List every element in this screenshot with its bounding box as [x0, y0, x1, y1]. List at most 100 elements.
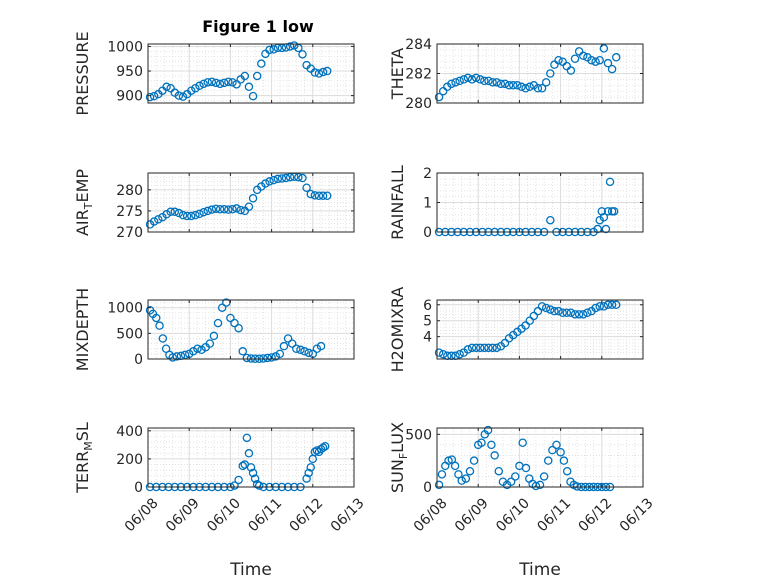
- data-point: [599, 44, 609, 53]
- y-tick-label: 950: [116, 64, 143, 80]
- data-point: [162, 210, 171, 219]
- data-point: [224, 77, 233, 87]
- data-point: [525, 82, 534, 92]
- y-tick-label: 500: [116, 326, 143, 342]
- data-point: [488, 78, 497, 87]
- ticks: 900 950 1000: [107, 39, 355, 105]
- data-point: [187, 211, 196, 221]
- data-point: [296, 345, 305, 355]
- plot-area: [148, 300, 354, 359]
- data-point: [246, 463, 256, 472]
- y-tick-label: 400: [116, 424, 143, 440]
- data-point: [242, 433, 252, 443]
- data-point: [611, 300, 621, 310]
- data-point: [242, 353, 252, 363]
- data-point: [318, 443, 328, 452]
- data-point: [480, 343, 489, 353]
- data-point: [513, 81, 522, 90]
- data-point: [318, 191, 328, 201]
- data-point: [603, 58, 613, 68]
- data-point: [546, 215, 555, 225]
- data-point: [521, 84, 530, 93]
- data-point: [476, 75, 485, 84]
- data-point: [447, 455, 457, 464]
- data-point: [533, 306, 543, 316]
- data-point: [170, 207, 180, 217]
- data-point: [222, 298, 231, 307]
- data-point: [230, 481, 239, 490]
- data-point: [205, 339, 215, 348]
- data-point: [454, 470, 463, 479]
- data-point: [257, 59, 266, 68]
- data-point: [467, 75, 477, 84]
- data-point: [451, 78, 460, 87]
- data-point: [570, 310, 580, 319]
- data-point: [605, 177, 615, 187]
- y-tick-label: 280: [405, 96, 432, 112]
- data-point: [483, 425, 493, 435]
- data-point: [263, 353, 272, 363]
- data-point: [597, 207, 607, 216]
- y-tick-label: 284: [405, 37, 432, 53]
- y-tick-label: 0: [134, 480, 143, 496]
- ticks: 0 500 1000: [107, 300, 355, 368]
- data-point: [244, 82, 254, 92]
- data-point: [518, 438, 527, 447]
- data-point: [533, 84, 543, 93]
- axes-box: [436, 299, 644, 360]
- data-point: [254, 481, 264, 490]
- data-point: [191, 84, 200, 93]
- data-point: [434, 480, 444, 490]
- data-point: [234, 475, 243, 485]
- data-point: [455, 349, 464, 359]
- data-point: [490, 451, 499, 460]
- data-point: [207, 205, 217, 214]
- y-tick-label: 270: [116, 225, 143, 241]
- y-tick-label: 0: [423, 225, 432, 241]
- subplot-3: 270 275 280 AIRTEMP: [73, 169, 355, 241]
- data-point: [314, 69, 324, 78]
- data-point: [261, 179, 270, 188]
- data-point: [593, 224, 602, 234]
- data-point: [178, 210, 188, 220]
- data-point: [579, 51, 588, 61]
- data-point: [265, 177, 274, 186]
- data-point: [151, 313, 161, 323]
- y-tick-label: 0: [134, 352, 143, 368]
- data-point: [537, 302, 547, 311]
- figure-title: Figure 1 low: [202, 17, 314, 36]
- data-point: [252, 71, 262, 81]
- data-point: [434, 92, 444, 102]
- data-point: [310, 191, 320, 200]
- data-point: [211, 204, 221, 214]
- data-point: [322, 191, 332, 201]
- data-point: [228, 78, 237, 87]
- data-point: [302, 183, 311, 192]
- data-point: [546, 305, 555, 314]
- data-point: [304, 348, 313, 358]
- y-axis-label: SUNFLUX: [388, 422, 410, 493]
- data-point: [168, 353, 177, 362]
- data-point: [180, 350, 190, 360]
- data-point: [599, 212, 609, 222]
- data-point: [476, 343, 485, 353]
- data-point: [437, 470, 447, 479]
- data-point: [511, 472, 520, 481]
- data-point: [494, 466, 504, 476]
- data-point: [487, 440, 496, 450]
- data-point: [566, 308, 576, 318]
- data-point: [541, 303, 551, 313]
- data-point: [506, 477, 516, 486]
- data-point: [292, 344, 301, 353]
- data-point: [607, 300, 617, 310]
- data-point: [552, 440, 561, 450]
- data-point: [314, 191, 324, 201]
- data-point: [525, 316, 534, 325]
- plot-area: [437, 428, 643, 487]
- data-point: [496, 79, 506, 89]
- ticks: 0 1 2: [423, 166, 644, 241]
- data-point: [199, 79, 208, 89]
- data-point: [531, 481, 541, 491]
